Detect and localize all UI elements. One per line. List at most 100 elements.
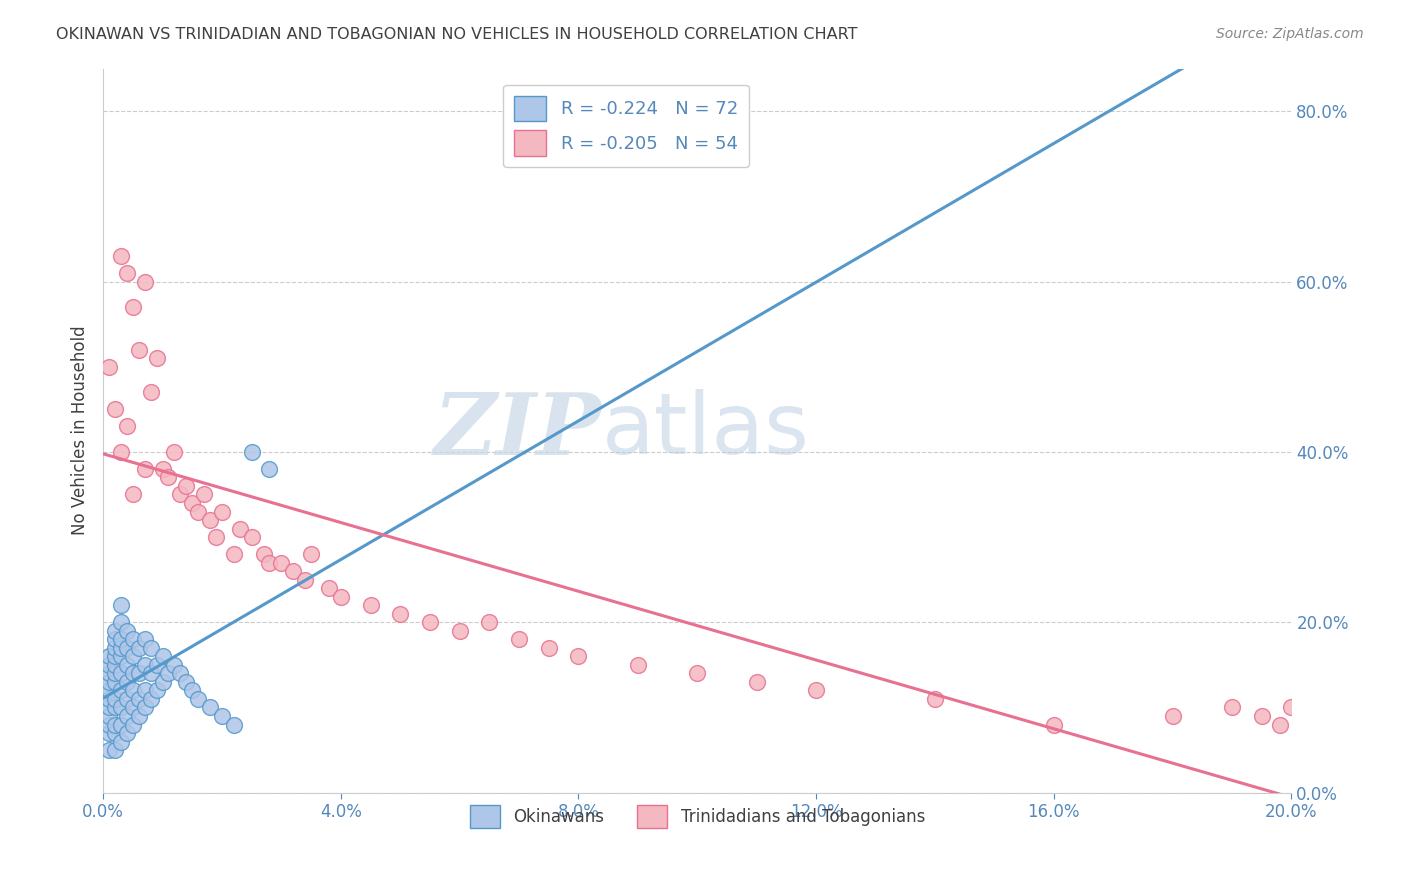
Text: OKINAWAN VS TRINIDADIAN AND TOBAGONIAN NO VEHICLES IN HOUSEHOLD CORRELATION CHAR: OKINAWAN VS TRINIDADIAN AND TOBAGONIAN N… xyxy=(56,27,858,42)
Point xyxy=(121,683,143,698)
Point xyxy=(104,402,127,417)
Legend: Okinawans, Trinidadians and Tobagonians: Okinawans, Trinidadians and Tobagonians xyxy=(463,798,932,835)
Point xyxy=(252,547,274,561)
Point xyxy=(134,275,156,289)
Point xyxy=(804,683,827,698)
Point xyxy=(1268,717,1291,731)
Point xyxy=(128,666,150,681)
Point xyxy=(240,445,263,459)
Point xyxy=(205,530,228,544)
Text: Source: ZipAtlas.com: Source: ZipAtlas.com xyxy=(1216,27,1364,41)
Point xyxy=(686,666,709,681)
Point xyxy=(134,700,156,714)
Point xyxy=(121,300,143,314)
Point xyxy=(115,657,138,672)
Point xyxy=(139,692,162,706)
Point xyxy=(163,445,186,459)
Point xyxy=(134,632,156,647)
Point xyxy=(240,530,263,544)
Point xyxy=(299,547,322,561)
Point xyxy=(121,649,143,664)
Point xyxy=(537,640,560,655)
Point xyxy=(128,709,150,723)
Point xyxy=(176,479,198,493)
Point xyxy=(222,717,245,731)
Point xyxy=(110,615,132,630)
Point xyxy=(110,666,132,681)
Point xyxy=(98,649,121,664)
Point xyxy=(176,674,198,689)
Point xyxy=(98,359,121,374)
Text: atlas: atlas xyxy=(602,389,810,472)
Point xyxy=(508,632,530,647)
Point xyxy=(115,624,138,638)
Point xyxy=(259,556,281,570)
Point xyxy=(187,504,209,518)
Point xyxy=(198,513,221,527)
Point xyxy=(104,692,127,706)
Point xyxy=(98,726,121,740)
Point xyxy=(104,649,127,664)
Point xyxy=(211,504,233,518)
Point xyxy=(139,640,162,655)
Point xyxy=(110,717,132,731)
Point xyxy=(152,649,174,664)
Point xyxy=(924,692,946,706)
Point xyxy=(115,640,138,655)
Point xyxy=(115,726,138,740)
Point xyxy=(104,640,127,655)
Point xyxy=(329,590,352,604)
Point xyxy=(198,700,221,714)
Point xyxy=(139,385,162,400)
Point xyxy=(115,266,138,280)
Point xyxy=(121,666,143,681)
Point xyxy=(98,692,121,706)
Point xyxy=(110,445,132,459)
Point xyxy=(115,692,138,706)
Point xyxy=(145,351,167,366)
Point xyxy=(128,343,150,357)
Point xyxy=(121,487,143,501)
Point xyxy=(259,462,281,476)
Point xyxy=(187,692,209,706)
Point xyxy=(104,624,127,638)
Point xyxy=(110,700,132,714)
Point xyxy=(419,615,441,630)
Point xyxy=(98,743,121,757)
Point xyxy=(152,674,174,689)
Point xyxy=(1042,717,1064,731)
Point xyxy=(115,674,138,689)
Point xyxy=(229,522,252,536)
Point xyxy=(104,657,127,672)
Point xyxy=(98,674,121,689)
Point xyxy=(318,581,340,595)
Point xyxy=(110,249,132,263)
Point xyxy=(270,556,292,570)
Point xyxy=(283,564,305,578)
Point xyxy=(181,683,204,698)
Point xyxy=(157,470,180,484)
Point xyxy=(169,487,191,501)
Y-axis label: No Vehicles in Household: No Vehicles in Household xyxy=(72,326,89,535)
Text: ZIP: ZIP xyxy=(434,389,602,473)
Point xyxy=(128,692,150,706)
Point xyxy=(211,709,233,723)
Point xyxy=(134,657,156,672)
Point xyxy=(134,683,156,698)
Point xyxy=(128,640,150,655)
Point xyxy=(110,640,132,655)
Point xyxy=(104,700,127,714)
Point xyxy=(294,573,316,587)
Point xyxy=(121,632,143,647)
Point xyxy=(169,666,191,681)
Point xyxy=(110,632,132,647)
Point xyxy=(145,657,167,672)
Point xyxy=(98,709,121,723)
Point xyxy=(98,657,121,672)
Point xyxy=(98,683,121,698)
Point xyxy=(389,607,412,621)
Point xyxy=(745,674,768,689)
Point xyxy=(1161,709,1184,723)
Point xyxy=(110,734,132,748)
Point xyxy=(104,726,127,740)
